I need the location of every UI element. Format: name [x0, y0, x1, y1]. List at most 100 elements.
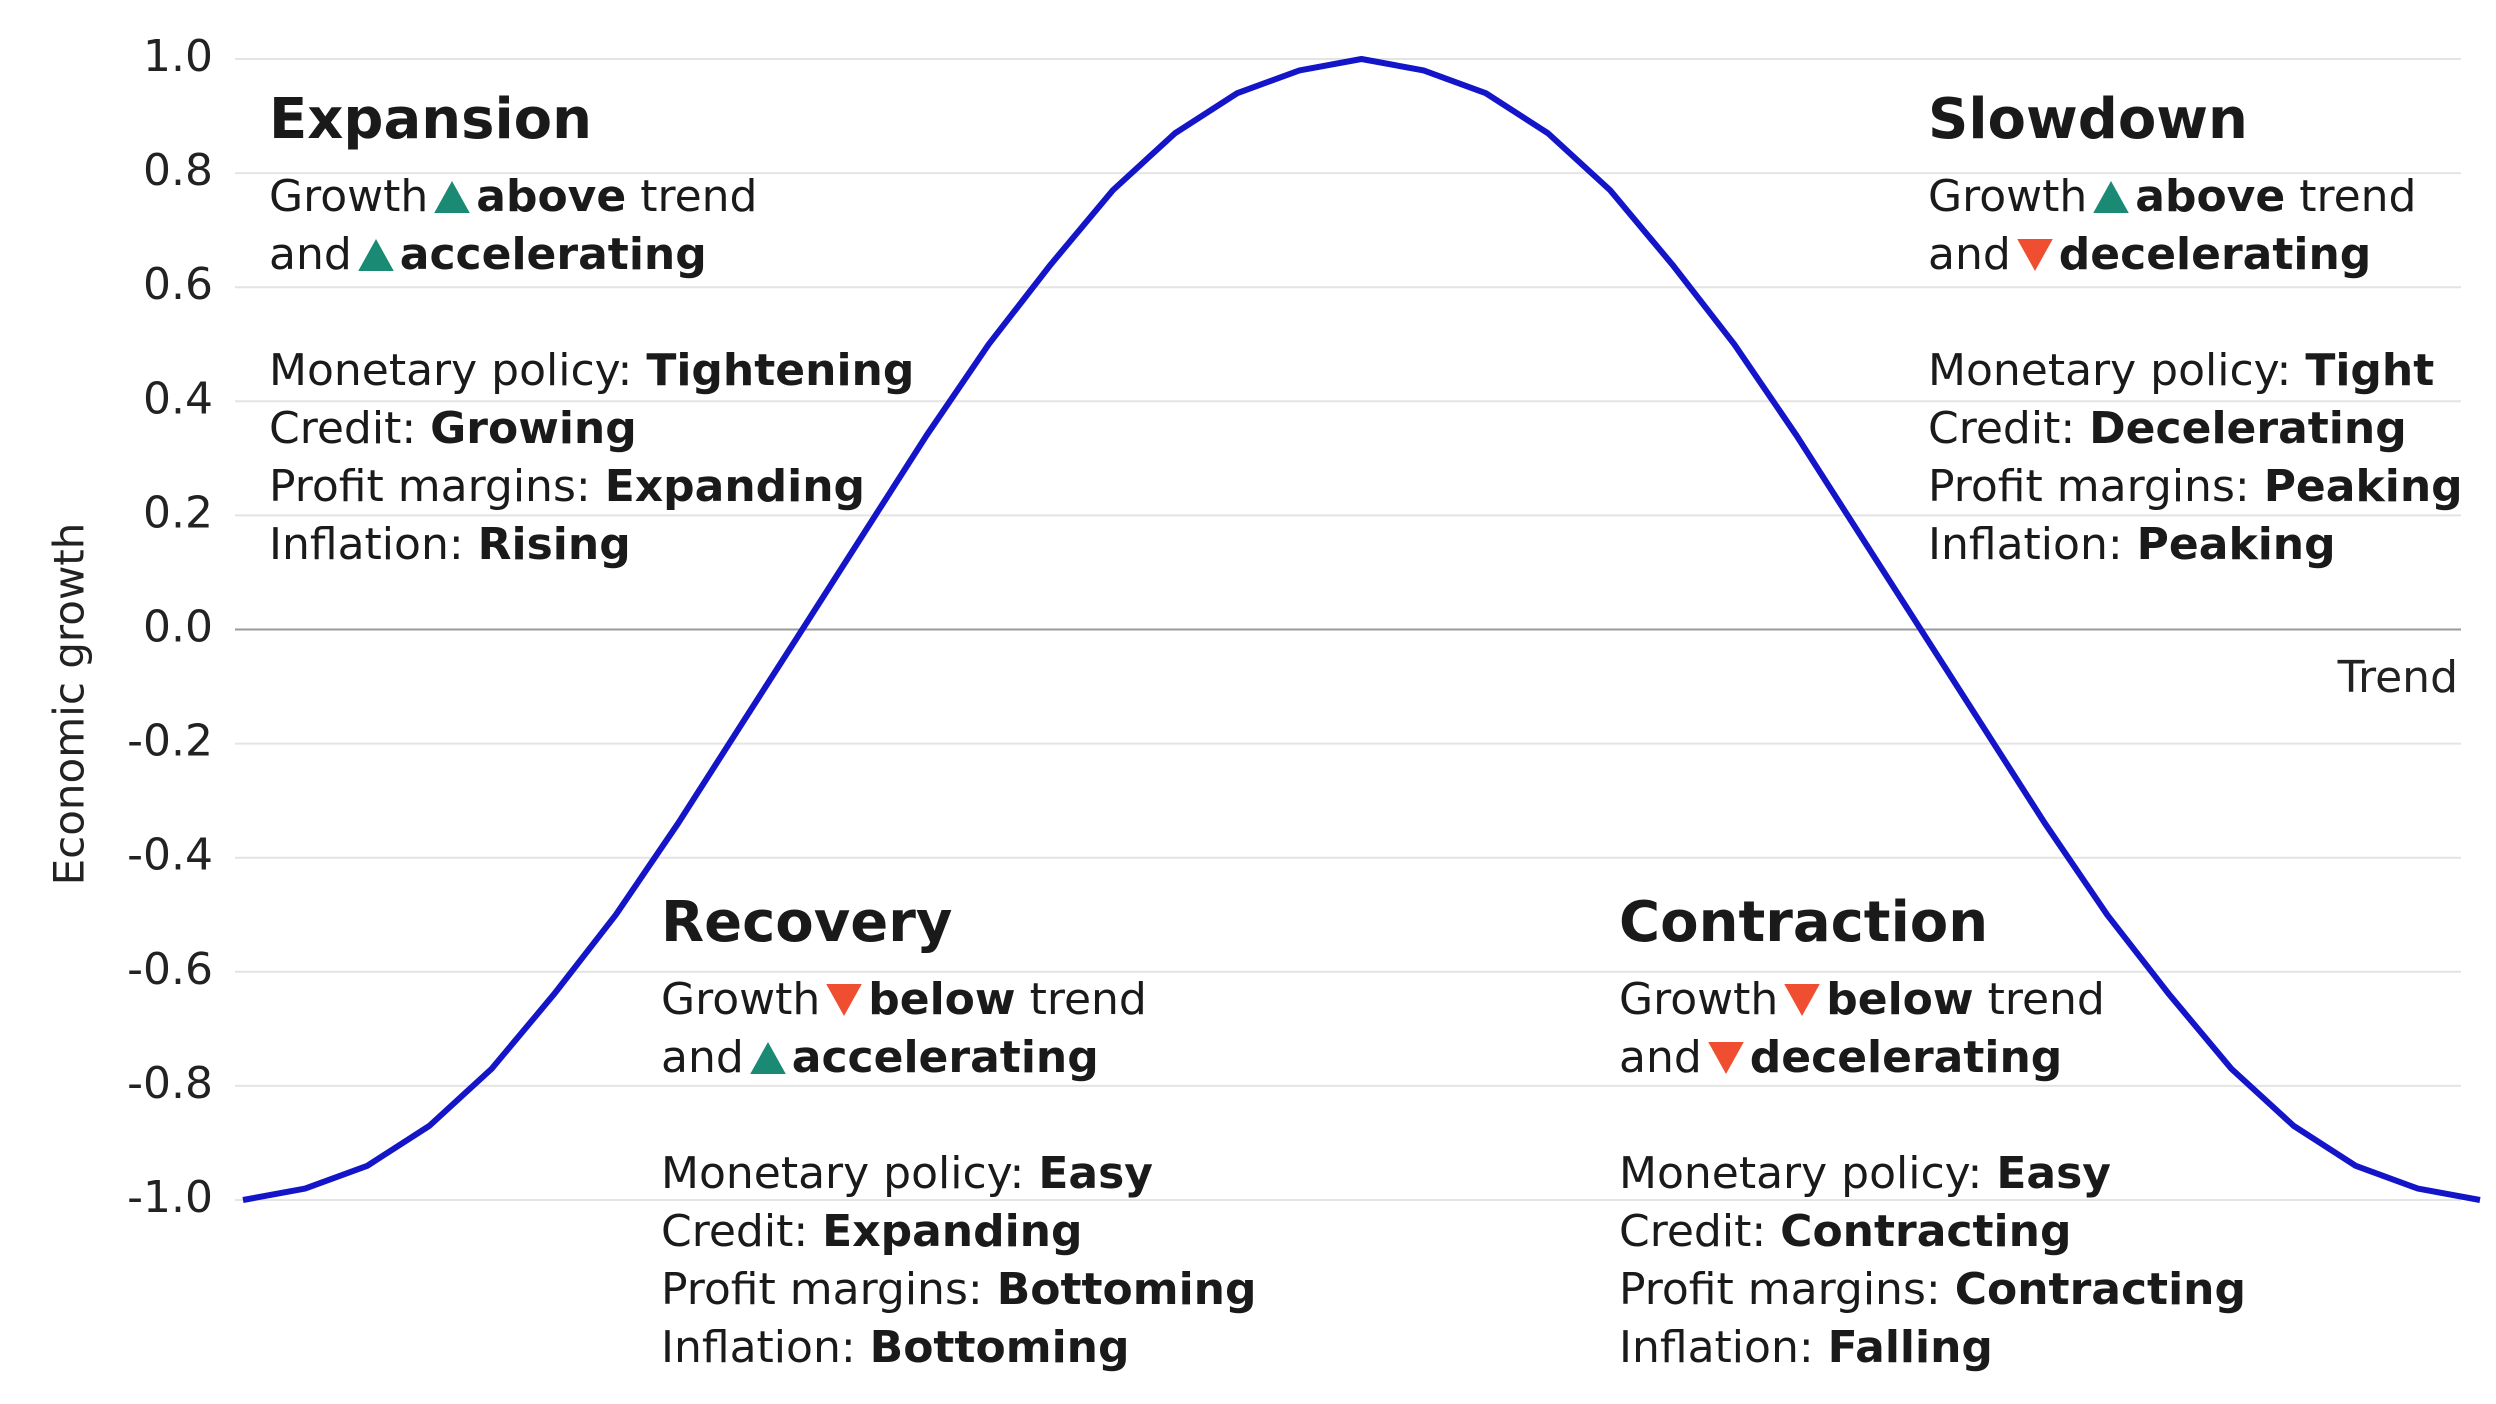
text: decelerating — [1749, 1032, 2063, 1083]
text: Credit: — [269, 403, 417, 454]
text: Inflation: — [269, 519, 464, 570]
text: Credit: — [1928, 403, 2076, 454]
text: Inflation: — [1619, 1322, 1814, 1373]
phase-line: and decelerating — [1619, 1029, 2246, 1087]
phase-line: Growth above trend — [269, 168, 914, 226]
text: Growth — [1619, 974, 1779, 1025]
phase-expansion: Expansion Growth above trend and accelerat… — [269, 72, 914, 574]
y-tick-label: 0.6 — [143, 259, 213, 310]
text: Growth — [1928, 171, 2088, 222]
phase-line: Growth above trend — [1928, 168, 2463, 226]
phase-line: Monetary policy: Tight — [1928, 342, 2463, 400]
text: below — [1826, 974, 1974, 1025]
text: and — [1619, 1032, 1702, 1083]
up-arrow — [434, 181, 471, 213]
text: Falling — [1827, 1322, 1993, 1373]
up-arrow — [358, 239, 394, 271]
phase-line: Monetary policy: Tightening — [269, 342, 914, 400]
text: trend — [1029, 974, 1147, 1025]
phase-line: Profit margins: Expanding — [269, 458, 914, 516]
phase-line: Inflation: Peaking — [1928, 516, 2463, 574]
text: Monetary policy: — [1928, 345, 2292, 396]
text: Rising — [477, 519, 631, 570]
text: Growth — [269, 171, 429, 222]
text: decelerating — [2058, 229, 2372, 280]
text: Contracting — [1954, 1264, 2246, 1315]
text: Tight — [2305, 345, 2435, 396]
line — [242, 56, 2481, 1203]
phase-title: Contraction — [1619, 890, 1989, 955]
text: above — [476, 171, 627, 222]
down-arrow — [826, 984, 863, 1016]
text: Monetary policy: — [661, 1148, 1025, 1199]
y-tick-label: 0.4 — [143, 373, 213, 424]
text: Easy — [1038, 1148, 1153, 1199]
phase-line: and accelerating — [269, 226, 914, 284]
text: Peaking — [2263, 461, 2463, 512]
phase-title: Recovery — [661, 890, 953, 955]
text: and — [269, 229, 352, 280]
phase-slowdown: Slowdown Growth above trend and decelerati… — [1928, 72, 2463, 574]
phase-line: Credit: Growing — [269, 400, 914, 458]
text: Bottoming — [869, 1322, 1130, 1373]
phase-line: Profit margins: Peaking — [1928, 458, 2463, 516]
y-tick-label: 1.0 — [143, 31, 213, 82]
up-arrow — [750, 1042, 786, 1074]
phase-line: Growth below trend — [661, 971, 1257, 1029]
phase-line: Monetary policy: Easy — [1619, 1145, 2246, 1203]
phase-line: Inflation: Rising — [269, 516, 914, 574]
text: above — [2135, 171, 2286, 222]
phase-title: Expansion — [269, 87, 592, 152]
phase-line: Inflation: Bottoming — [661, 1319, 1257, 1377]
y-tick-label: -1.0 — [127, 1172, 213, 1223]
down-arrow — [1784, 984, 1821, 1016]
phase-contraction: Contraction Growth below trend and deceler… — [1619, 875, 2246, 1377]
text: Growing — [430, 403, 637, 454]
text: Contracting — [1780, 1206, 2072, 1257]
text: Profit margins: — [269, 461, 591, 512]
text: Expanding — [822, 1206, 1083, 1257]
y-tick-label: -0.6 — [127, 944, 213, 995]
text: Expanding — [604, 461, 866, 512]
y-tick-label: -0.8 — [127, 1058, 213, 1109]
y-tick-label: -0.4 — [127, 830, 213, 881]
text: below — [868, 974, 1016, 1025]
text: trend — [2299, 171, 2417, 222]
y-tick-label: 0.8 — [143, 145, 213, 196]
text: Profit margins: — [1928, 461, 2250, 512]
y-tick-label: 0.0 — [143, 602, 213, 653]
phase-line: and accelerating — [661, 1029, 1257, 1087]
text: Profit margins: — [661, 1264, 983, 1315]
text: trend — [1987, 974, 2105, 1025]
phase-line: Credit: Decelerating — [1928, 400, 2463, 458]
phase-line: Profit margins: Contracting — [1619, 1261, 2246, 1319]
down-arrow — [1708, 1042, 1744, 1074]
y-axis-label: Economic growth — [45, 523, 94, 886]
text: Peaking — [2136, 519, 2336, 570]
y-tick-label: -0.2 — [127, 716, 213, 767]
text: Tightening — [646, 345, 915, 396]
text: Profit margins: — [1619, 1264, 1941, 1315]
phase-line: Profit margins: Bottoming — [661, 1261, 1257, 1319]
up-arrow — [2093, 181, 2130, 213]
text: Decelerating — [2089, 403, 2407, 454]
phase-recovery: Recovery Growth below trend and accelerati… — [661, 875, 1257, 1377]
phase-title: Slowdown — [1928, 87, 2248, 152]
text: and — [1928, 229, 2011, 280]
phase-line: Monetary policy: Easy — [661, 1145, 1257, 1203]
phase-line: and decelerating — [1928, 226, 2463, 284]
y-tick-label: 0.2 — [143, 487, 213, 538]
text: Inflation: — [661, 1322, 856, 1373]
phase-line: Inflation: Falling — [1619, 1319, 2246, 1377]
text: Monetary policy: — [1619, 1148, 1983, 1199]
text: trend — [640, 171, 758, 222]
text: Easy — [1996, 1148, 2111, 1199]
text: Inflation: — [1928, 519, 2123, 570]
text: Credit: — [661, 1206, 809, 1257]
phase-line: Growth below trend — [1619, 971, 2246, 1029]
down-arrow — [2017, 239, 2053, 271]
text: and — [661, 1032, 744, 1083]
text: Credit: — [1619, 1206, 1767, 1257]
